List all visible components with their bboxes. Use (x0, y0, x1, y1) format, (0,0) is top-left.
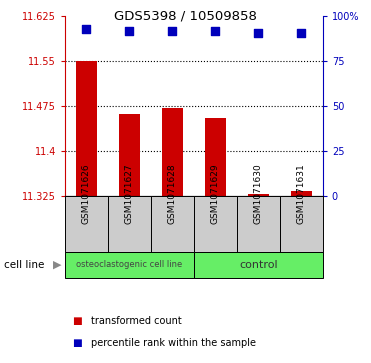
Point (83, 26, 89, 32)
Point (212, 28, 218, 34)
Text: ■: ■ (72, 316, 82, 326)
Bar (237, 196, 280, 252)
Text: GDS5398 / 10509858: GDS5398 / 10509858 (114, 9, 257, 22)
Bar (119, 114, 140, 196)
Bar (280, 196, 323, 252)
Bar (108, 196, 151, 252)
Text: osteoclastogenic cell line: osteoclastogenic cell line (76, 261, 183, 269)
Point (255, 30, 261, 36)
Bar (194, 252, 323, 278)
Text: cell line: cell line (4, 260, 44, 270)
Bar (151, 196, 194, 252)
Text: percentile rank within the sample: percentile rank within the sample (91, 338, 256, 348)
Bar (204, 118, 226, 196)
Point (298, 30, 304, 36)
Text: GSM1071626: GSM1071626 (82, 163, 91, 224)
Bar (247, 194, 269, 196)
Bar (162, 108, 183, 196)
Text: GSM1071629: GSM1071629 (211, 163, 220, 224)
Bar (290, 191, 312, 196)
Text: GSM1071631: GSM1071631 (297, 163, 306, 224)
Bar (65, 196, 108, 252)
Text: GSM1071627: GSM1071627 (125, 163, 134, 224)
Point (127, 28, 132, 34)
Text: transformed count: transformed count (91, 316, 182, 326)
Text: ▶: ▶ (53, 260, 62, 270)
Text: ■: ■ (72, 338, 82, 348)
Bar (65, 252, 194, 278)
Bar (194, 196, 237, 252)
Point (170, 28, 175, 34)
Text: GSM1071630: GSM1071630 (254, 163, 263, 224)
Bar (76, 61, 97, 196)
Text: control: control (239, 260, 278, 270)
Text: GSM1071628: GSM1071628 (168, 163, 177, 224)
